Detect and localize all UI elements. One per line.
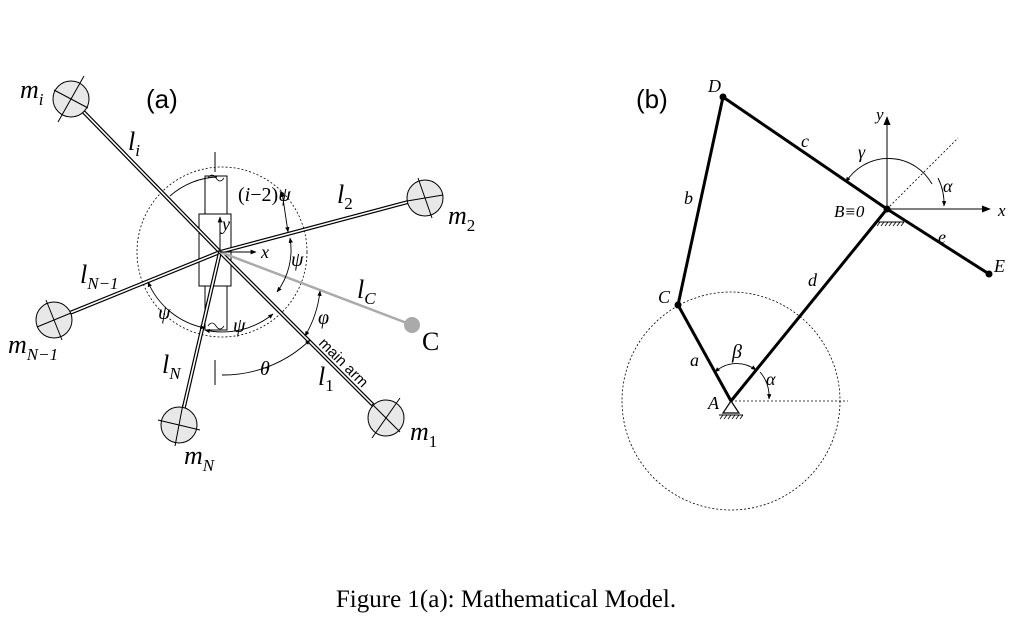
label-point-c: C	[422, 327, 439, 356]
arc-phi	[304, 290, 322, 337]
label-lC: lC	[357, 275, 376, 308]
link-b	[676, 96, 725, 306]
label-mi: mi	[20, 75, 44, 109]
label-link-c: c	[801, 131, 809, 151]
label-l1: l1	[318, 362, 334, 395]
angle-reference-circle	[136, 166, 308, 338]
mass-mN	[157, 403, 201, 447]
mass-m2	[406, 177, 444, 219]
panel-a-letter: (a)	[146, 84, 178, 114]
link-d	[729, 208, 889, 402]
arc-psi-right	[276, 237, 293, 293]
label-psi-bottom: ψ	[233, 315, 246, 337]
label-phi: φ	[318, 307, 329, 329]
label-li: li	[128, 127, 140, 160]
mass-mi	[52, 75, 90, 123]
figure-caption: Figure 1(a): Mathematical Model.	[335, 586, 677, 613]
arm-lN	[178, 251, 222, 425]
label-mN1: mN−1	[8, 330, 58, 364]
label-l2: l2	[337, 180, 353, 213]
mass-m1	[367, 397, 405, 439]
arc-theta	[221, 339, 311, 376]
label-point-b: B≡0	[834, 202, 865, 221]
axis-y-label: y	[220, 214, 230, 234]
label-m2: m2	[448, 201, 475, 235]
link-e	[886, 207, 990, 276]
reference-line-b	[886, 137, 959, 210]
arc-alpha-b	[937, 177, 947, 207]
ground-support-a	[719, 399, 744, 420]
label-alpha-a: α	[766, 369, 776, 389]
label-alpha-b: α	[943, 176, 953, 196]
label-beta: β	[731, 341, 742, 363]
joint-c	[674, 301, 682, 309]
arc-alpha-a	[759, 371, 772, 400]
link-a	[676, 304, 733, 402]
label-link-e: e	[938, 227, 946, 247]
joint-e	[985, 270, 993, 278]
panel-b: (b) x y	[621, 76, 1006, 511]
label-m1: m1	[410, 417, 437, 451]
mass-mN1	[35, 299, 73, 341]
link-c	[722, 95, 888, 211]
label-gamma: γ	[858, 142, 866, 162]
arc-top	[169, 176, 218, 197]
label-point-c-b: C	[658, 287, 671, 307]
arm-lN1	[54, 250, 221, 321]
axis-x-label-b: x	[997, 201, 1006, 220]
arm-l2	[219, 196, 424, 254]
label-point-a: A	[707, 393, 720, 413]
axis-y-label-b: y	[874, 105, 884, 124]
arc-beta	[714, 363, 757, 373]
label-lN: lN	[162, 350, 182, 383]
panel-b-letter: (b)	[636, 84, 668, 114]
arc-i2psi	[280, 191, 290, 233]
arm-li	[71, 99, 222, 254]
arm-l1-main	[218, 250, 386, 418]
label-link-b: b	[684, 188, 693, 208]
label-psi-left: ψ	[158, 302, 171, 324]
panel-a: (a)	[8, 75, 475, 475]
label-mN: mN	[184, 441, 216, 475]
ground-support-b	[876, 221, 905, 227]
arc-psi-bottom	[204, 313, 274, 334]
label-psi-right: ψ	[291, 249, 304, 271]
label-lN1: lN−1	[80, 260, 119, 293]
label-i-minus-2-psi: (i−2)ψ	[238, 184, 291, 206]
label-point-e: E	[993, 256, 1005, 276]
label-theta: θ	[260, 358, 270, 380]
label-link-a: a	[690, 350, 699, 370]
label-link-d: d	[808, 270, 818, 290]
label-point-d: D	[707, 76, 721, 96]
axis-x-label: x	[260, 242, 269, 262]
point-c-dot	[404, 317, 420, 333]
joint-d	[719, 93, 727, 101]
arm-lC	[219, 250, 413, 327]
arc-gamma	[845, 158, 933, 185]
arc-psi-left	[147, 281, 206, 330]
